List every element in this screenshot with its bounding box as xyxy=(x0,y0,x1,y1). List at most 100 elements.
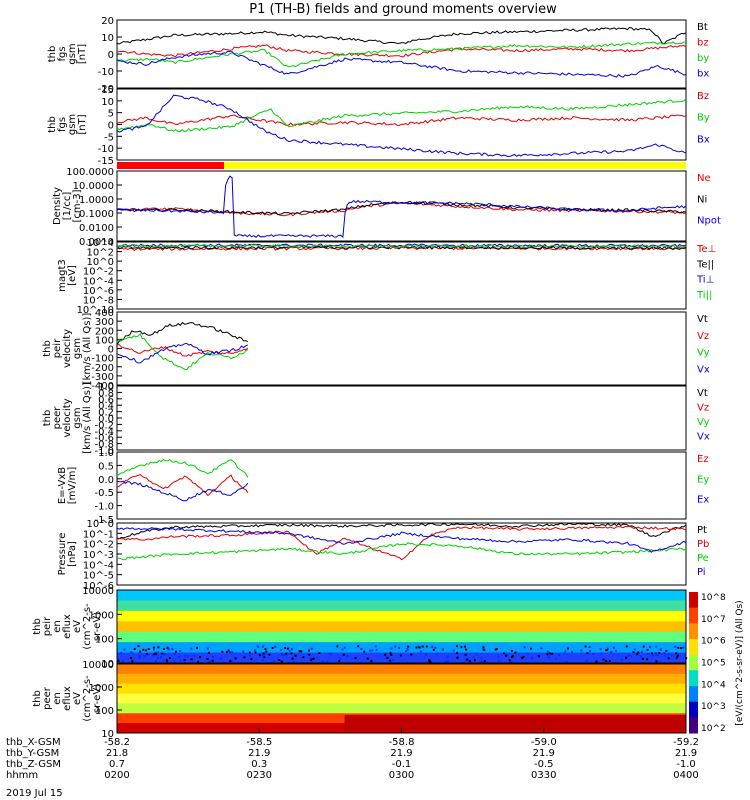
spectrogram-pixel xyxy=(667,653,670,656)
spectrogram-pixel xyxy=(195,646,198,649)
spectrogram-band xyxy=(117,590,686,601)
spectrogram-pixel xyxy=(592,653,595,656)
spectrogram-pixel xyxy=(651,654,654,657)
x-tick-label: -1.0 xyxy=(676,759,696,770)
spectrogram-pixel xyxy=(586,652,589,655)
spectrogram-pixel xyxy=(680,647,683,650)
y-tick-label: 0 xyxy=(108,345,114,356)
spectrogram-pixel xyxy=(262,659,265,662)
spectrogram-pixel xyxy=(212,656,215,659)
spectrogram-band xyxy=(117,600,686,612)
spectrogram-pixel xyxy=(537,655,540,658)
spectrogram-pixel xyxy=(231,651,234,654)
spectrogram-pixel xyxy=(165,659,168,662)
spectrogram-pixel xyxy=(271,647,274,650)
spectrogram-band xyxy=(117,703,686,714)
spectrogram-pixel xyxy=(639,655,642,658)
spectrogram-pixel xyxy=(336,645,339,648)
spectrogram-pixel xyxy=(288,649,291,652)
series-line-bx xyxy=(116,50,687,78)
y-tick-label: 10^-6 xyxy=(83,581,114,592)
spectrogram-pixel xyxy=(254,651,257,654)
spectrogram-pixel xyxy=(229,651,232,654)
y-axis-label: thb xyxy=(47,116,58,133)
spectrogram-pixel xyxy=(264,652,267,655)
spectrogram-pixel xyxy=(138,654,141,657)
spectrogram-pixel xyxy=(464,653,467,656)
y-axis-label: thb xyxy=(42,340,53,357)
spectrogram-pixel xyxy=(605,660,608,663)
spectrogram-pixel xyxy=(147,648,150,651)
spectrogram-pixel xyxy=(663,652,666,655)
y-tick-label: 1000 xyxy=(89,683,114,694)
spectrogram-pixel xyxy=(258,654,261,657)
spectrogram-pixel xyxy=(465,648,468,651)
y-tick-label: 100 xyxy=(95,706,114,717)
spectrogram-pixel xyxy=(505,654,508,657)
spectrogram-pixel xyxy=(281,653,284,656)
spectrogram-pixel xyxy=(636,653,639,656)
spectrogram-pixel xyxy=(468,660,471,663)
legend-Pt: Pt xyxy=(697,525,707,536)
series-line-Ey xyxy=(116,458,249,478)
spectrogram-pixel xyxy=(198,656,201,659)
spectrogram-pixel xyxy=(341,648,344,651)
spectrogram-pixel xyxy=(419,650,422,653)
legend-Ez: Ez xyxy=(697,454,709,465)
panel-frame xyxy=(116,589,687,664)
y-axis-label: [eV] xyxy=(67,265,78,286)
spectrogram-pixel xyxy=(278,659,281,662)
panel-peir-spectrogram: 10000 1000 100 10 thb peir en eflux eV (cm^2-s-sr… xyxy=(32,586,688,670)
y-axis-label: fgs xyxy=(57,117,68,132)
series-line-Ex xyxy=(116,480,249,502)
y-axis-label: [mV/m] xyxy=(67,467,78,505)
spectrogram-pixel xyxy=(497,655,500,658)
spectrogram-pixel xyxy=(527,652,530,655)
y-tick-label: 10 xyxy=(101,729,114,740)
spectrogram-pixel xyxy=(284,653,287,656)
spectrogram-pixel xyxy=(242,650,245,653)
spectrogram-pixel xyxy=(620,658,623,661)
spectrogram-pixel xyxy=(612,646,615,649)
legend-Vz: Vz xyxy=(697,403,709,414)
y-tick-label: 5 xyxy=(108,109,114,120)
spectrogram-pixel xyxy=(599,648,602,651)
panel-frame xyxy=(116,451,687,520)
spectrogram-pixel xyxy=(154,653,157,656)
x-tick-label: 21.9 xyxy=(390,748,412,759)
y-tick-label: 10 xyxy=(101,33,114,44)
figure-title: P1 (TH-B) fields and ground moments over… xyxy=(249,2,557,17)
y-tick-label: 400 xyxy=(95,308,114,319)
spectrogram-pixel xyxy=(625,645,628,648)
legend-bz: bz xyxy=(697,38,709,49)
y-tick-label: 10^-6 xyxy=(83,286,114,297)
spectrogram-pixel xyxy=(394,645,397,648)
spectrogram-pixel xyxy=(161,652,164,655)
spectrogram-pixel xyxy=(206,657,209,660)
spectrogram-pixel xyxy=(159,655,162,658)
x-tick-label: -59.0 xyxy=(531,737,557,748)
panel-frame xyxy=(116,385,687,451)
y-axis-label: magt3 xyxy=(57,259,68,292)
panel-efield: 1.0 0.5 0.0 -0.5 -1.0 -1.5 E=-VxB [mV/m] Ez Ey Ex xyxy=(57,448,709,526)
spectrogram-pixel xyxy=(444,660,447,663)
spectrogram-pixel xyxy=(131,660,134,663)
series-line-by xyxy=(116,41,687,68)
spectrogram-pixel xyxy=(658,652,661,655)
spectrogram-pixel xyxy=(144,649,147,652)
spectrogram-pixel xyxy=(580,649,583,652)
spectrogram-pixel xyxy=(565,660,568,663)
x-tick-label: -59.2 xyxy=(673,737,699,748)
y-axis-label: velocity xyxy=(62,329,73,368)
spectrogram-band xyxy=(117,621,686,633)
spectrogram-pixel xyxy=(280,660,283,663)
spectrogram-pixel xyxy=(173,653,176,656)
colorbar-tick: 10^4 xyxy=(701,680,726,690)
series-line-Ti|| xyxy=(116,243,687,249)
legend-Vx: Vx xyxy=(697,432,710,443)
series-line-Bx xyxy=(116,94,687,158)
spectrogram-pixel xyxy=(190,658,193,661)
spectrogram-pixel xyxy=(250,657,253,660)
x-tick-label: -58.2 xyxy=(104,737,130,748)
spectrogram-pixel xyxy=(174,650,177,653)
